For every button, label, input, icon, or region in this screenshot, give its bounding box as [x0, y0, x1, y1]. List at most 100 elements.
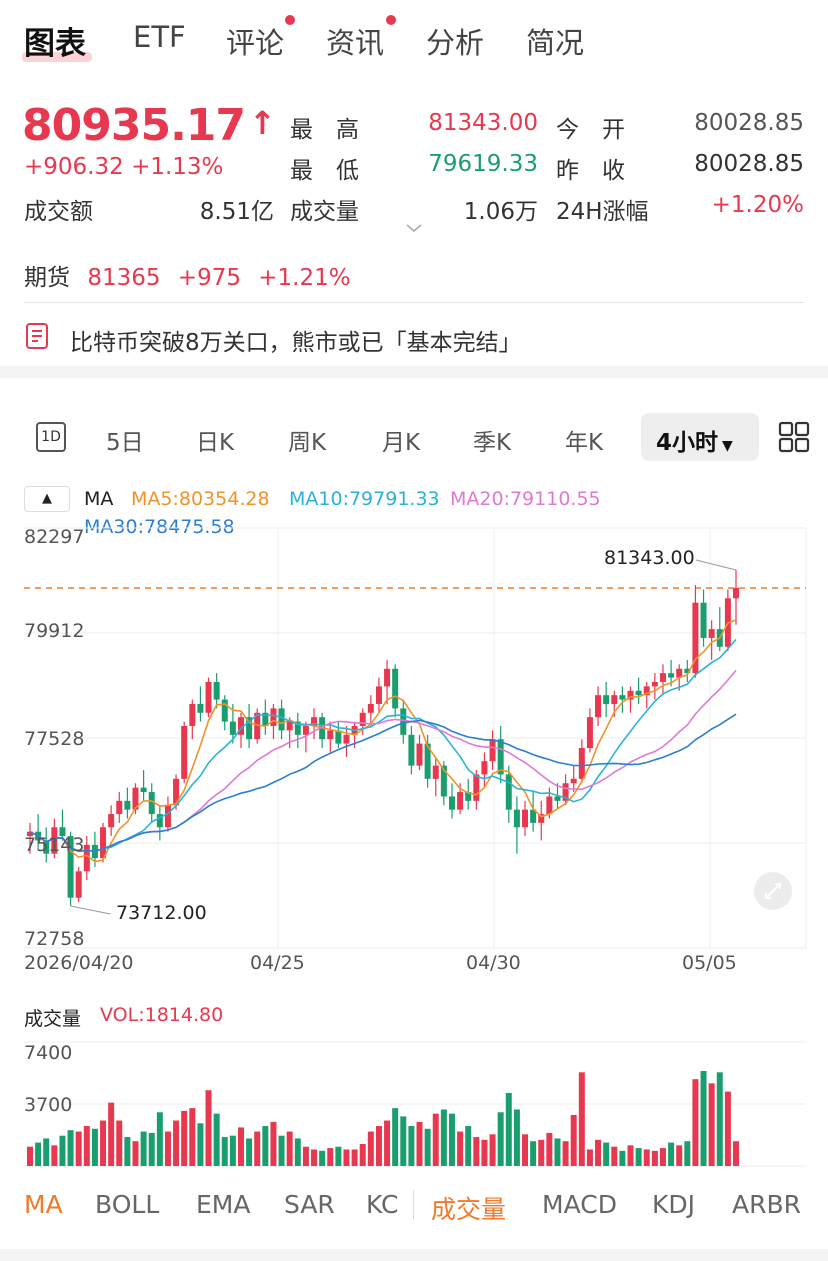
- indicator-macd[interactable]: MACD: [542, 1190, 617, 1219]
- tab-comments[interactable]: 评论: [226, 26, 285, 60]
- candle-body: [554, 796, 561, 801]
- volume-bar: [530, 1141, 537, 1166]
- candle-body: [197, 703, 204, 713]
- period-daily[interactable]: 日K: [196, 430, 235, 456]
- volume-bar: [100, 1120, 107, 1166]
- candle-body: [538, 814, 545, 823]
- volume-bar: [619, 1150, 626, 1166]
- candlestick-chart[interactable]: [0, 520, 828, 980]
- candle-body: [408, 734, 415, 766]
- period-1d[interactable]: 1D: [36, 422, 66, 452]
- volume-y-tick-label: 7400: [24, 1042, 73, 1064]
- collapse-legend-toggle[interactable]: ▲: [24, 486, 70, 512]
- futures-change: +975: [177, 265, 241, 291]
- volume-bar: [83, 1126, 90, 1166]
- volume-bar: [595, 1139, 602, 1166]
- news-headline[interactable]: 比特币突破8万关口，熊市或已「基本完结」: [70, 330, 522, 356]
- y-tick-label: 79912: [24, 620, 85, 642]
- candle-body: [643, 686, 650, 696]
- indicator-volume[interactable]: 成交量: [431, 1195, 507, 1224]
- futures-change-pct: +1.21%: [258, 265, 351, 291]
- volume-bar: [497, 1112, 504, 1166]
- y-tick-label: 75143: [24, 834, 85, 856]
- indicator-arbr[interactable]: ARBR: [732, 1190, 801, 1219]
- candle-body: [659, 673, 666, 682]
- expand-icon: [765, 883, 781, 899]
- candle-body: [651, 681, 658, 687]
- volume-bar: [359, 1143, 366, 1166]
- volume-bar: [286, 1131, 293, 1166]
- tab-etf[interactable]: ETF: [133, 20, 186, 54]
- ma-legend-label: MA: [84, 488, 114, 510]
- volume-bar: [481, 1139, 488, 1166]
- volume-bar: [440, 1109, 447, 1166]
- candle-body: [67, 836, 74, 898]
- candle-body: [367, 703, 374, 713]
- volume-bar: [513, 1109, 520, 1166]
- ma10-legend: MA10:79791.33: [289, 488, 440, 510]
- volume-bar: [237, 1127, 244, 1166]
- period-4h-selected[interactable]: [641, 413, 759, 461]
- period-monthly[interactable]: 月K: [382, 430, 421, 456]
- candle-body: [635, 690, 642, 696]
- candle-body: [432, 765, 439, 779]
- indicator-boll[interactable]: BOLL: [95, 1190, 160, 1219]
- candle-body: [59, 827, 66, 837]
- indicator-kc[interactable]: KC: [366, 1190, 399, 1219]
- volume-bar: [124, 1137, 131, 1166]
- candle-body: [262, 712, 269, 727]
- indicator-kdj[interactable]: KDJ: [652, 1190, 696, 1219]
- candle-body: [400, 708, 407, 735]
- volume-bar: [448, 1113, 455, 1166]
- candle-body: [237, 717, 244, 735]
- candle-body: [708, 629, 715, 638]
- volume-bar: [229, 1135, 236, 1166]
- candle-body: [116, 800, 123, 815]
- low-value: 79619.33: [428, 151, 538, 177]
- volume-bar: [708, 1083, 715, 1166]
- period-yearly[interactable]: 年K: [565, 430, 604, 456]
- tab-news[interactable]: 资讯: [326, 26, 385, 60]
- candle-body: [692, 602, 699, 674]
- x-tick-label: 04/30: [466, 952, 521, 974]
- expand-stats-chevron-icon[interactable]: [404, 222, 424, 234]
- candle-body: [205, 681, 212, 713]
- period-weekly[interactable]: 周K: [288, 430, 327, 456]
- period-4h[interactable]: 4小时 ▼: [656, 430, 733, 456]
- candle-body: [457, 792, 464, 810]
- candle-body: [416, 743, 423, 766]
- candle-body: [668, 673, 675, 678]
- candle-body: [173, 778, 180, 806]
- volume-bar: [586, 1149, 593, 1166]
- candle-body: [489, 739, 496, 762]
- period-5d[interactable]: 5日: [106, 430, 144, 456]
- indicator-sar[interactable]: SAR: [284, 1190, 335, 1219]
- candle-body: [181, 726, 188, 779]
- volume-bar: [148, 1132, 155, 1166]
- fullscreen-button[interactable]: [754, 872, 792, 910]
- tab-analysis[interactable]: 分析: [426, 26, 485, 60]
- tab-profile[interactable]: 简况: [526, 26, 585, 60]
- period-quarterly[interactable]: 季K: [473, 430, 512, 456]
- volume-bar: [351, 1149, 358, 1166]
- candle-body: [611, 695, 618, 704]
- candle-body: [522, 809, 529, 828]
- grid-layout-icon[interactable]: [778, 421, 810, 453]
- tab-chart[interactable]: 图表: [24, 26, 86, 62]
- volume-bar: [562, 1141, 569, 1166]
- candle-body: [27, 831, 33, 837]
- volume-bar: [197, 1123, 204, 1166]
- candle-body: [132, 787, 139, 810]
- candle-body: [465, 792, 472, 801]
- volume-chart[interactable]: [0, 1034, 828, 1170]
- volume-bar: [189, 1108, 196, 1166]
- high-label: 最 高: [290, 117, 359, 143]
- up-arrow-icon: ↑: [249, 104, 276, 142]
- volume-bar: [733, 1141, 739, 1166]
- volume-bar: [278, 1135, 285, 1166]
- news-document-icon: [26, 323, 48, 349]
- candle-body: [384, 668, 391, 687]
- futures-row[interactable]: 期货 81365 +975 +1.21%: [24, 258, 351, 292]
- indicator-ema[interactable]: EMA: [196, 1190, 251, 1219]
- indicator-ma[interactable]: MA: [24, 1190, 63, 1219]
